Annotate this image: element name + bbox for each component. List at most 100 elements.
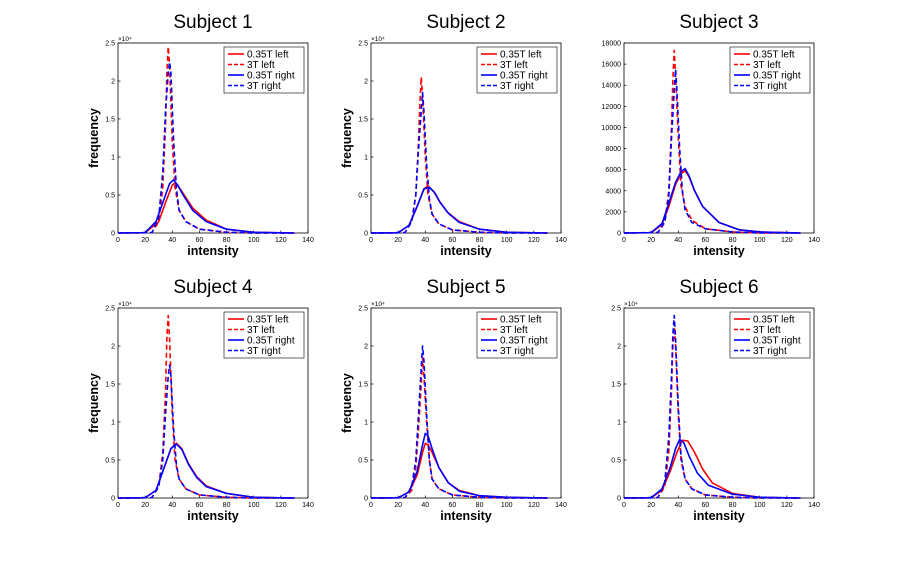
x-tick-label: 120 <box>528 237 540 244</box>
y-tick-label: 0 <box>111 231 115 238</box>
y-tick-label: 1 <box>364 420 368 427</box>
y-tick-label: 2.5 <box>358 41 368 48</box>
x-tick-label: 80 <box>729 502 737 509</box>
chart-title: Subject 5 <box>426 277 505 298</box>
y-tick-label: 2000 <box>605 209 621 216</box>
x-tick-label: 140 <box>302 237 314 244</box>
x-tick-label: 100 <box>754 502 766 509</box>
legend-label: 0.35T left <box>753 50 795 61</box>
x-tick-label: 60 <box>449 502 457 509</box>
x-tick-label: 120 <box>275 502 287 509</box>
y-tick-label: 2 <box>617 344 621 351</box>
chart-title: Subject 6 <box>679 277 758 298</box>
series-line-3 <box>117 443 295 499</box>
series-line-3 <box>370 186 548 234</box>
y-tick-label: 0.5 <box>105 193 115 200</box>
x-tick-label: 100 <box>248 502 260 509</box>
x-tick-label: 40 <box>168 502 176 509</box>
x-tick-label: 40 <box>168 237 176 244</box>
legend-label: 3T right <box>500 346 534 357</box>
y-tick-label: 0.5 <box>611 458 621 465</box>
x-tick-label: 120 <box>275 237 287 244</box>
chart-title: Subject 2 <box>426 12 505 33</box>
y-tick-label: 1 <box>111 155 115 162</box>
legend-label: 0.35T right <box>753 336 801 347</box>
legend-label: 3T right <box>500 81 534 92</box>
legend-label: 0.35T left <box>500 50 542 61</box>
series-line-4 <box>370 91 548 234</box>
y-tick-label: 8000 <box>605 146 621 153</box>
legend-label: 0.35T left <box>753 315 795 326</box>
x-axis-label: intensity <box>440 244 491 258</box>
x-tick-label: 60 <box>702 502 710 509</box>
legend-label: 3T left <box>500 325 528 336</box>
series-line-3 <box>623 438 801 499</box>
chart-title: Subject 4 <box>173 277 253 298</box>
series-line-4 <box>623 314 801 499</box>
legend-label: 3T left <box>753 60 781 71</box>
y-tick-label: 0 <box>617 231 621 238</box>
x-tick-label: 140 <box>555 502 567 509</box>
x-tick-label: 80 <box>729 237 737 244</box>
y-tick-label: 16000 <box>602 62 622 69</box>
legend-label: 0.35T left <box>500 315 542 326</box>
y-multiplier: ×10⁴ <box>624 301 638 308</box>
y-tick-label: 18000 <box>602 41 622 48</box>
y-tick-label: 0.5 <box>358 193 368 200</box>
legend-label: 3T left <box>247 325 275 336</box>
series-line-4 <box>370 345 548 499</box>
y-multiplier: ×10⁴ <box>371 36 385 43</box>
y-tick-label: 2 <box>111 79 115 86</box>
y-multiplier: ×10⁴ <box>118 36 132 43</box>
y-tick-label: 2 <box>111 344 115 351</box>
y-tick-label: 0 <box>364 496 368 503</box>
x-tick-label: 60 <box>449 237 457 244</box>
x-tick-label: 140 <box>555 237 567 244</box>
y-tick-label: 2.5 <box>105 306 115 313</box>
y-tick-label: 2.5 <box>611 306 621 313</box>
legend-label: 3T right <box>247 81 281 92</box>
series-line-3 <box>117 179 295 234</box>
x-tick-label: 140 <box>808 237 820 244</box>
x-tick-label: 120 <box>528 502 540 509</box>
legend-label: 0.35T right <box>500 336 548 347</box>
x-tick-label: 0 <box>116 502 120 509</box>
series-line-4 <box>117 364 295 499</box>
legend-label: 0.35T right <box>247 71 295 82</box>
x-tick-label: 120 <box>781 502 793 509</box>
series-line-3 <box>623 167 801 234</box>
legend-label: 0.35T right <box>753 71 801 82</box>
x-tick-label: 40 <box>421 237 429 244</box>
x-axis-label: intensity <box>693 244 744 258</box>
legend-label: 3T left <box>753 325 781 336</box>
x-tick-label: 20 <box>141 502 149 509</box>
x-tick-label: 20 <box>394 237 402 244</box>
legend-label: 3T right <box>753 81 787 92</box>
x-tick-label: 80 <box>476 502 484 509</box>
y-tick-label: 0 <box>364 231 368 238</box>
legend-label: 0.35T right <box>500 71 548 82</box>
x-tick-label: 0 <box>116 237 120 244</box>
y-tick-label: 14000 <box>602 83 622 90</box>
x-tick-label: 100 <box>248 237 260 244</box>
y-axis-label: frequency <box>87 373 101 433</box>
legend-label: 3T right <box>753 346 787 357</box>
y-tick-label: 6000 <box>605 167 621 174</box>
y-tick-label: 1.5 <box>105 117 115 124</box>
chart-panel-6: Subject 6 0 20 40 60 80 100 120 140 0 0.5 1 1.5 2 2.5×… <box>611 277 820 523</box>
x-tick-label: 100 <box>501 237 513 244</box>
x-tick-label: 60 <box>702 237 710 244</box>
x-tick-label: 140 <box>302 502 314 509</box>
chart-panel-4: Subject 4 0 20 40 60 80 100 120 140 0 0.5 1 1.5 2 2.5×… <box>87 277 314 523</box>
y-tick-label: 2.5 <box>358 306 368 313</box>
chart-panel-1: Subject 1 0 20 40 60 80 100 120 140 0 0.5 1 1.5 2 2.5×… <box>87 12 314 258</box>
chart-panel-5: Subject 5 0 20 40 60 80 100 120 140 0 0.5 1 1.5 2 2.5×… <box>340 277 567 523</box>
y-multiplier: ×10⁴ <box>118 301 132 308</box>
